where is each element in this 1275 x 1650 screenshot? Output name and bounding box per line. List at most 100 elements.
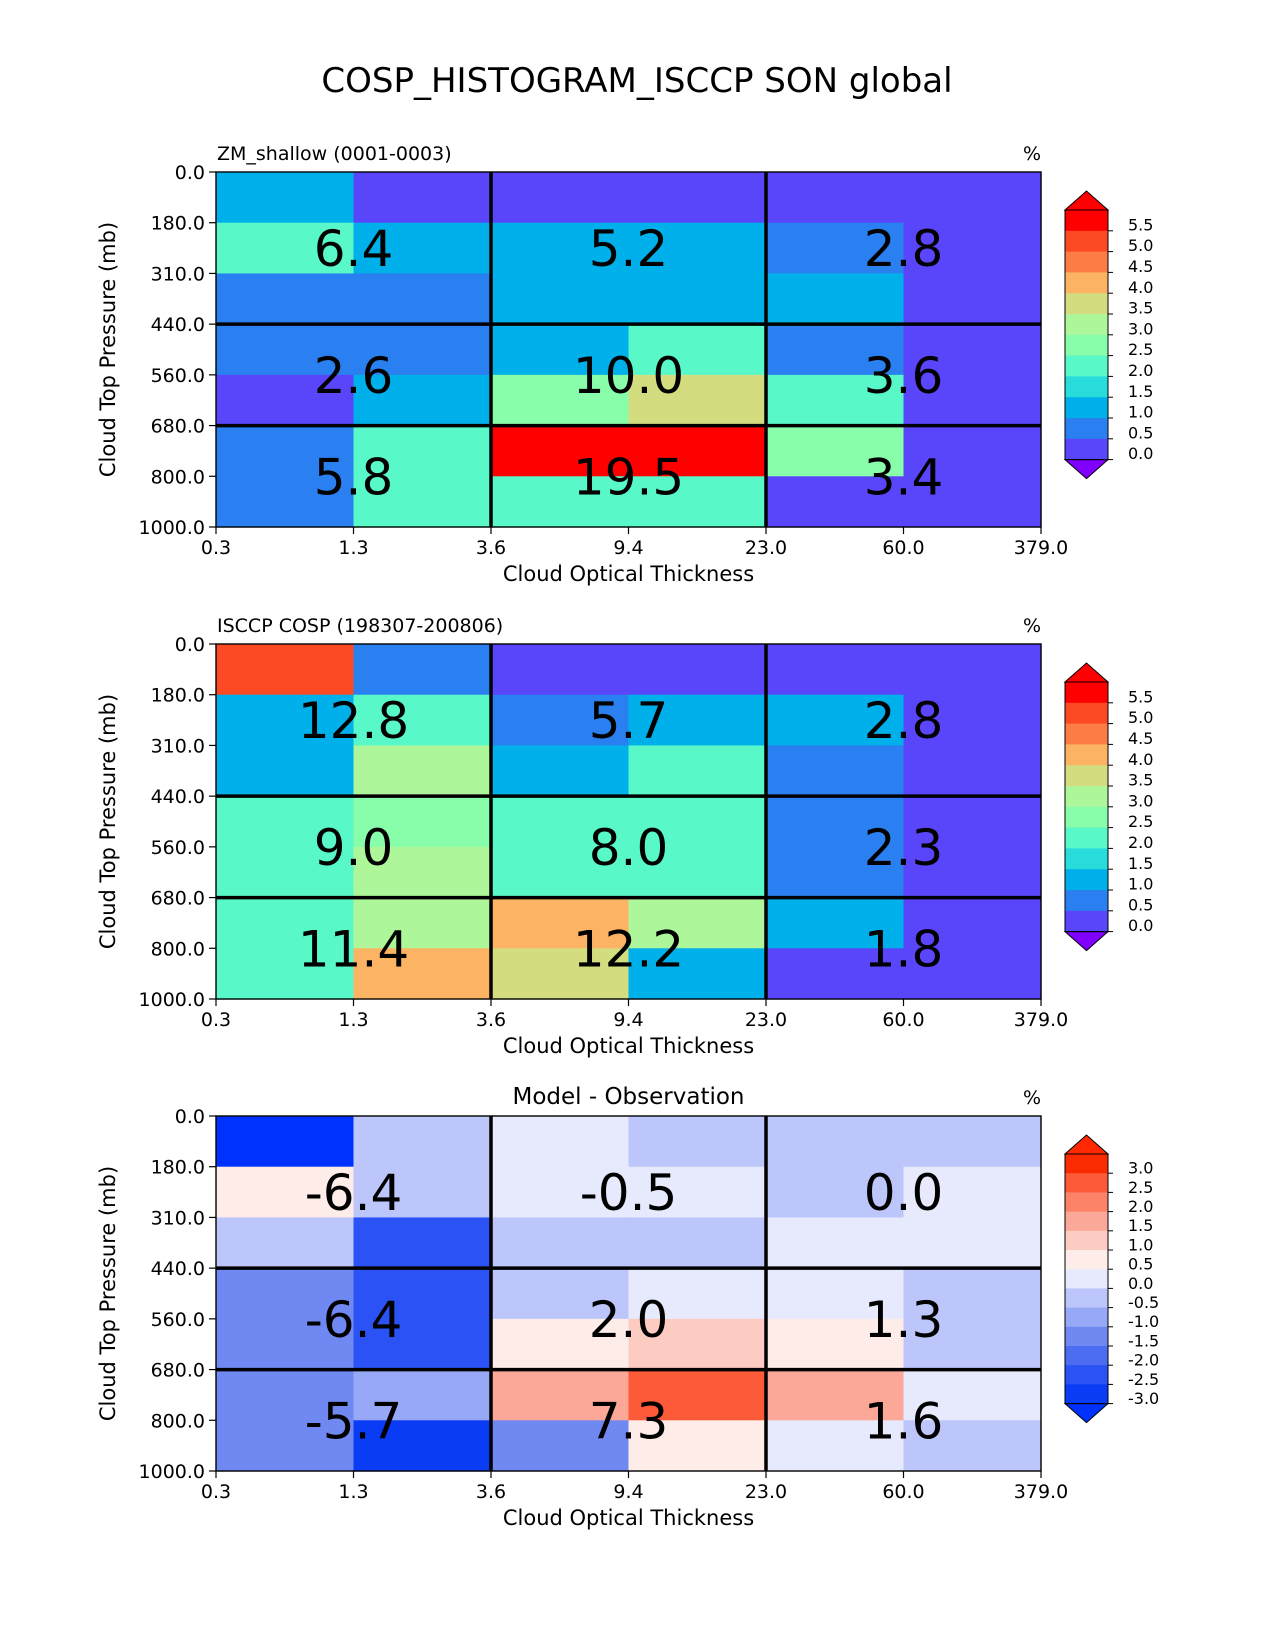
colorbar-tick-label: -1.5 [1128,1331,1159,1350]
colorbar-segment [1065,890,1108,912]
colorbar-segment [1065,438,1108,460]
y-tick-label: 1000.0 [139,989,205,1011]
heatmap-cell [353,745,492,797]
group-total-label: 8.0 [589,819,669,877]
heatmap-cell [628,796,767,848]
colorbar-segment [1065,251,1108,273]
heatmap-cell [353,1318,492,1371]
y-tick-label: 560.0 [151,1309,205,1331]
colorbar-tick-label: -2.0 [1128,1351,1159,1370]
heatmap-cell [766,425,905,477]
heatmap-cell [216,273,355,325]
group-total-label: 5.8 [314,448,394,506]
heatmap-cell [766,1420,905,1472]
colorbar-over-extension [1063,190,1110,211]
colorbar-segment [1065,848,1108,870]
y-tick-label: 0.0 [175,162,205,184]
heatmap-cell [353,694,492,747]
heatmap-cell [766,1318,905,1371]
group-total-label: 11.4 [298,920,409,978]
colorbar-tick-label: 2.5 [1128,812,1153,831]
colorbar-tick-label: 3.5 [1128,771,1153,790]
heatmap-cell [766,1116,905,1168]
heatmap-cell [903,1420,1042,1472]
heatmap-cell [628,694,767,747]
heatmap-cell [491,745,630,797]
x-tick-label: 379.0 [1014,1009,1068,1031]
heatmap-cell [353,1116,492,1168]
colorbar-segment [1065,1346,1108,1366]
group-total-label: 3.6 [864,347,944,405]
y-tick-label: 310.0 [151,263,205,285]
heatmap-cell [491,324,630,376]
heatmap-cell [216,1268,355,1320]
heatmap-cell [628,1318,767,1371]
heatmap-cell [766,222,905,275]
x-tick-label: 9.4 [613,1009,643,1031]
heatmap-cell [216,948,355,1000]
heatmap-cell [353,1217,492,1269]
colorbar-tick-label: 0.5 [1128,1255,1153,1274]
y-tick-label: 310.0 [151,735,205,757]
colorbar-tick-label: 4.5 [1128,257,1153,276]
heatmap-cell [216,1420,355,1472]
heatmap-cell [628,222,767,275]
group-total-label: 19.5 [573,448,684,506]
y-tick-label: 440.0 [151,1258,205,1280]
colorbar-tick-label: 1.0 [1128,403,1153,422]
y-axis-label: Cloud Top Pressure (mb) [96,1166,120,1421]
heatmap-cell [491,644,630,696]
heatmap-cell [491,222,630,275]
group-total-label: 2.8 [864,220,944,278]
y-tick-label: 800.0 [151,466,205,488]
heatmap-cell [903,1369,1042,1421]
colorbar-segment [1065,397,1108,419]
heatmap-cell [216,694,355,747]
x-tick-label: 0.3 [201,1009,231,1031]
heatmap-cell [491,694,630,747]
heatmap-cell [216,374,355,427]
x-axis-label: Cloud Optical Thickness [503,1506,754,1530]
heatmap-cell [491,796,630,848]
unit-label: % [1023,615,1041,637]
heatmap-cell [216,1166,355,1219]
colorbar-segment [1065,1269,1108,1289]
heatmap-cell [491,425,630,477]
group-total-label: 12.2 [573,920,684,978]
colorbar-tick-label: 5.0 [1128,236,1153,255]
colorbar-tick-label: 1.0 [1128,875,1153,894]
heatmap-cell [353,324,492,376]
heatmap-cell [491,1369,630,1421]
heatmap-cell [628,476,767,528]
colorbar-tick-label: 5.5 [1128,215,1153,234]
heatmap-cell [628,172,767,224]
heatmap-cell [353,222,492,275]
y-tick-label: 800.0 [151,1410,205,1432]
heatmap-cell [903,273,1042,325]
heatmap-cell [353,1268,492,1320]
panel-difference-heatmap: -6.4 -0.5 0.0-6.4 2.0 1.3-5.7 7.3 1.60.3 1.3 3.6… [96,1084,1159,1530]
x-tick-label: 9.4 [613,1481,643,1503]
colorbar-tick-label: 5.5 [1128,687,1153,706]
heatmap-cell [353,897,492,949]
heatmap-cell [628,745,767,797]
heatmap-cell [491,1318,630,1371]
heatmap-cell [628,644,767,696]
heatmap-cell [628,1268,767,1320]
colorbar-tick-label: 1.0 [1128,1235,1153,1254]
colorbar-tick-label: 4.0 [1128,278,1153,297]
colorbar-segment [1065,1288,1108,1308]
colorbar-tick-label: 4.0 [1128,750,1153,769]
colorbar-tick-label: 2.5 [1128,1178,1153,1197]
heatmap-cell [903,846,1042,899]
colorbar-segment [1065,1173,1108,1193]
y-tick-label: 1000.0 [139,1461,205,1483]
colorbar-segment [1065,1230,1108,1251]
heatmap-cell [766,745,905,797]
heatmap-cell [353,1369,492,1421]
colorbar-segment [1065,293,1108,315]
x-tick-label: 3.6 [476,1009,506,1031]
colorbar-tick-label: 2.0 [1128,361,1153,380]
colorbar-tick-label: 0.0 [1128,444,1153,463]
x-tick-label: 0.3 [201,1481,231,1503]
